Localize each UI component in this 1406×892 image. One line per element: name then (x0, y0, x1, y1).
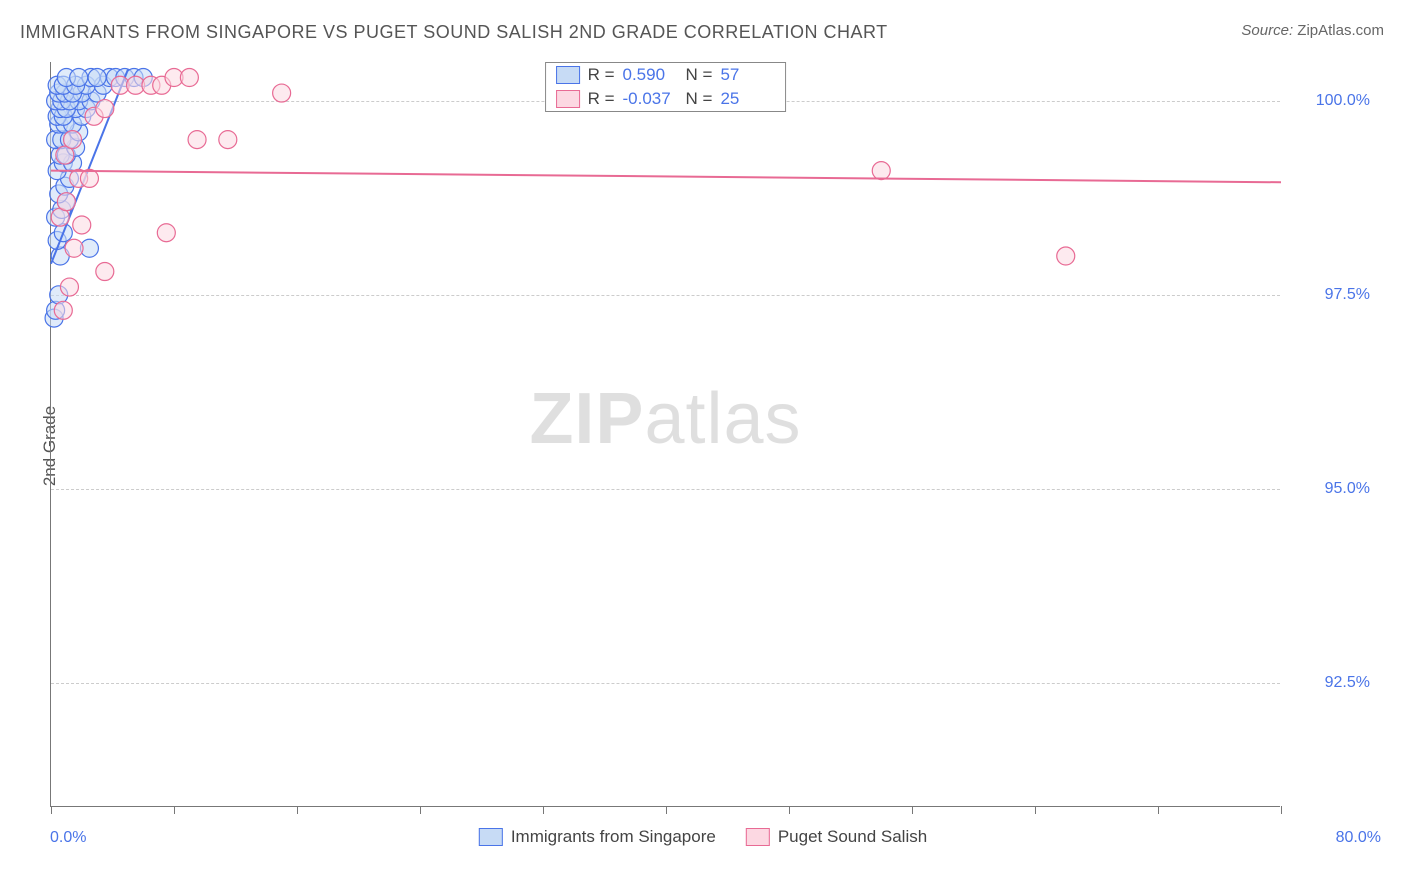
x-tick (1035, 806, 1036, 814)
x-tick (1281, 806, 1282, 814)
legend-series-name: Immigrants from Singapore (511, 827, 716, 847)
legend-swatch (556, 66, 580, 84)
data-point (73, 216, 91, 234)
data-point (54, 301, 72, 319)
n-label: N = (686, 65, 713, 85)
legend-swatch (479, 828, 503, 846)
source-attribution: Source: ZipAtlas.com (1241, 22, 1384, 39)
x-tick (51, 806, 52, 814)
legend-item: Immigrants from Singapore (479, 827, 716, 847)
data-point (872, 162, 890, 180)
x-tick (174, 806, 175, 814)
x-tick (666, 806, 667, 814)
x-axis-max-label: 80.0% (1336, 829, 1381, 847)
legend-swatch (746, 828, 770, 846)
x-tick (420, 806, 421, 814)
source-label: Source: (1241, 22, 1293, 39)
x-tick (1158, 806, 1159, 814)
x-axis-min-label: 0.0% (50, 829, 86, 847)
x-tick (297, 806, 298, 814)
data-point (219, 131, 237, 149)
source-value: ZipAtlas.com (1297, 22, 1384, 39)
data-point (96, 100, 114, 118)
trend-line (51, 171, 1281, 183)
n-value: 57 (720, 65, 775, 85)
data-point (1057, 247, 1075, 265)
data-point (60, 278, 78, 296)
plot-svg (51, 62, 1280, 806)
legend-stat-row: R = 0.590 N = 57 (546, 63, 786, 87)
data-point (65, 239, 83, 257)
x-tick (789, 806, 790, 814)
data-point (64, 131, 82, 149)
r-label: R = (588, 65, 615, 85)
n-label: N = (686, 89, 713, 109)
x-tick (912, 806, 913, 814)
data-point (88, 69, 106, 87)
y-tick-label: 97.5% (1290, 286, 1370, 304)
n-value: 25 (720, 89, 775, 109)
y-tick-label: 92.5% (1290, 674, 1370, 692)
legend-stat-row: R = -0.037 N = 25 (546, 87, 786, 111)
r-label: R = (588, 89, 615, 109)
chart-title: IMMIGRANTS FROM SINGAPORE VS PUGET SOUND… (20, 22, 888, 43)
data-point (273, 84, 291, 102)
legend-stats: R = 0.590 N = 57 R = -0.037 N = 25 (545, 62, 787, 112)
y-tick-label: 100.0% (1290, 92, 1370, 110)
data-point (188, 131, 206, 149)
y-tick-label: 95.0% (1290, 480, 1370, 498)
x-tick (543, 806, 544, 814)
legend-series-name: Puget Sound Salish (778, 827, 927, 847)
r-value: 0.590 (623, 65, 678, 85)
legend-series: Immigrants from Singapore Puget Sound Sal… (479, 827, 927, 847)
data-point (180, 69, 198, 87)
data-point (70, 69, 88, 87)
r-value: -0.037 (623, 89, 678, 109)
data-point (57, 193, 75, 211)
data-point (96, 263, 114, 281)
legend-item: Puget Sound Salish (746, 827, 927, 847)
data-point (80, 169, 98, 187)
legend-swatch (556, 90, 580, 108)
plot-area: ZIPatlas R =0.590N =57R =-0.037N =25 92.… (50, 62, 1280, 807)
data-point (157, 224, 175, 242)
